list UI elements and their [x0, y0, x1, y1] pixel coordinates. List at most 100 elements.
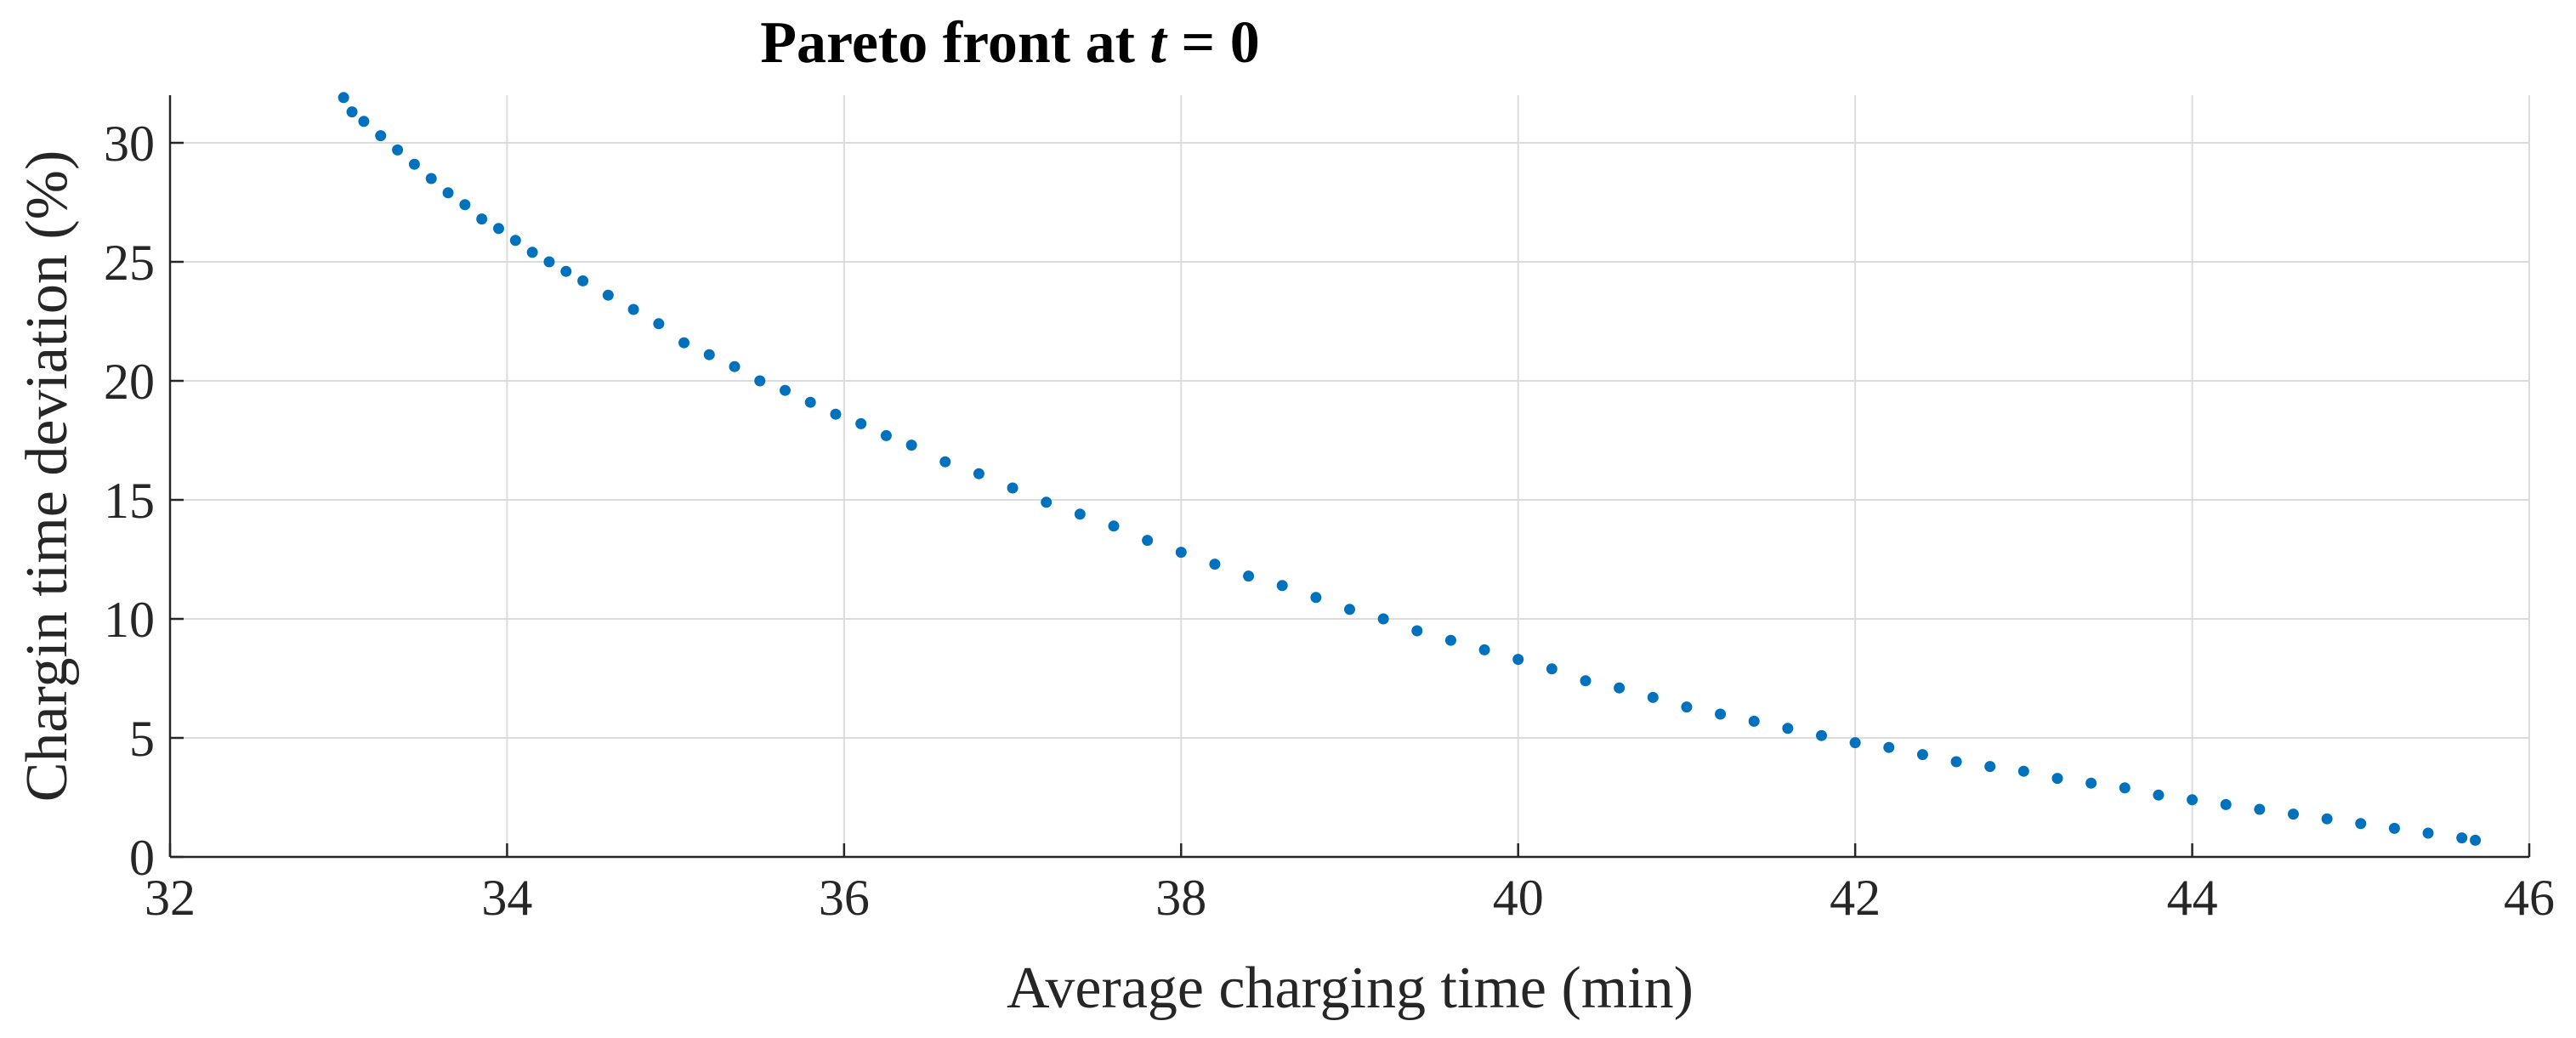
- data-point: [855, 417, 867, 429]
- y-tick-label: 25: [104, 235, 155, 291]
- data-point: [830, 408, 842, 420]
- y-tick-label: 10: [104, 592, 155, 648]
- x-tick-label: 44: [2167, 870, 2218, 926]
- data-point: [1614, 682, 1626, 694]
- data-point: [1411, 625, 1423, 637]
- data-point: [476, 213, 488, 225]
- data-point: [2051, 773, 2063, 785]
- x-tick-label: 34: [481, 870, 532, 926]
- data-point: [425, 173, 437, 184]
- data-point: [577, 275, 589, 286]
- data-point: [1580, 675, 1592, 687]
- data-point: [905, 440, 917, 451]
- y-tick-label: 5: [129, 711, 155, 767]
- data-point: [1209, 559, 1221, 570]
- data-point: [627, 303, 639, 315]
- data-point: [509, 235, 521, 247]
- data-point: [2422, 827, 2434, 839]
- chart-title-prefix: Pareto front at: [760, 10, 1149, 76]
- data-point: [2017, 765, 2029, 777]
- y-axis-label: Chargin time deviation (%): [14, 150, 80, 803]
- data-point: [1478, 644, 1490, 655]
- data-point: [1444, 634, 1456, 646]
- data-point: [939, 456, 951, 468]
- data-point: [560, 265, 572, 277]
- data-point: [2355, 818, 2367, 830]
- data-point: [1816, 729, 1827, 741]
- data-point: [1512, 654, 1524, 666]
- data-point: [408, 158, 420, 170]
- data-point: [973, 468, 984, 479]
- data-point: [880, 429, 892, 441]
- data-point: [2085, 777, 2097, 789]
- data-point: [1276, 580, 1288, 592]
- data-point: [338, 92, 349, 104]
- data-point: [2254, 803, 2266, 815]
- data-point: [543, 256, 555, 268]
- data-point: [602, 289, 614, 301]
- data-point: [346, 106, 358, 118]
- data-points: [338, 92, 2482, 846]
- data-point: [1715, 708, 1727, 720]
- y-tick-label: 0: [129, 830, 155, 886]
- data-point: [754, 375, 766, 387]
- data-point: [2153, 789, 2165, 801]
- data-point: [1142, 535, 1154, 547]
- chart-title: Pareto front at t = 0: [760, 10, 1259, 76]
- x-axis-label: Average charging time (min): [1007, 956, 1694, 1021]
- chart-title-variable: t: [1149, 10, 1168, 76]
- x-tick-label: 46: [2504, 870, 2555, 926]
- data-point: [2119, 782, 2131, 794]
- x-tick-label: 36: [819, 870, 870, 926]
- data-point: [459, 199, 471, 211]
- data-point: [1344, 604, 1355, 615]
- x-tick-label: 32: [145, 870, 196, 926]
- x-tick-label: 38: [1155, 870, 1206, 926]
- data-point: [1243, 570, 1255, 582]
- chart-title-suffix: = 0: [1166, 10, 1260, 76]
- data-point: [1681, 701, 1693, 713]
- data-point: [358, 116, 370, 128]
- data-point: [1108, 520, 1120, 532]
- data-point: [442, 187, 454, 199]
- data-point: [653, 318, 665, 330]
- data-point: [1377, 613, 1389, 625]
- data-point: [678, 337, 690, 349]
- axes: [168, 95, 2529, 859]
- data-point: [526, 247, 538, 258]
- data-point: [779, 384, 791, 396]
- data-point: [1041, 496, 1053, 508]
- data-point: [1007, 482, 1018, 494]
- data-point: [2220, 798, 2232, 810]
- data-point: [1916, 749, 1928, 761]
- data-point: [1175, 547, 1187, 559]
- data-point: [729, 360, 740, 372]
- data-point: [2470, 834, 2482, 846]
- x-tick-label: 42: [1830, 870, 1881, 926]
- data-point: [804, 396, 816, 408]
- y-tick-label: 20: [104, 354, 155, 410]
- y-tick-label: 15: [104, 473, 155, 529]
- data-point: [375, 130, 387, 142]
- data-point: [493, 223, 505, 235]
- data-point: [2388, 822, 2400, 834]
- data-point: [1074, 508, 1086, 520]
- grid-lines: [170, 95, 2530, 857]
- data-point: [1310, 592, 1322, 604]
- data-point: [2187, 794, 2199, 806]
- data-point: [2456, 832, 2468, 844]
- data-point: [2321, 813, 2333, 825]
- data-point: [1984, 761, 1996, 773]
- data-point: [1748, 715, 1760, 727]
- data-point: [392, 144, 404, 156]
- data-point: [1950, 756, 1962, 768]
- y-axis-ticks: 0 5 10 15 20 25 30: [104, 116, 184, 886]
- x-axis-ticks: 32 34 36 38 40 42 44 46: [145, 843, 2555, 926]
- data-point: [1782, 723, 1794, 735]
- data-point: [1546, 663, 1558, 675]
- y-tick-label: 30: [104, 116, 155, 172]
- data-point: [1883, 741, 1895, 753]
- data-point: [1647, 691, 1659, 703]
- data-point: [703, 349, 715, 360]
